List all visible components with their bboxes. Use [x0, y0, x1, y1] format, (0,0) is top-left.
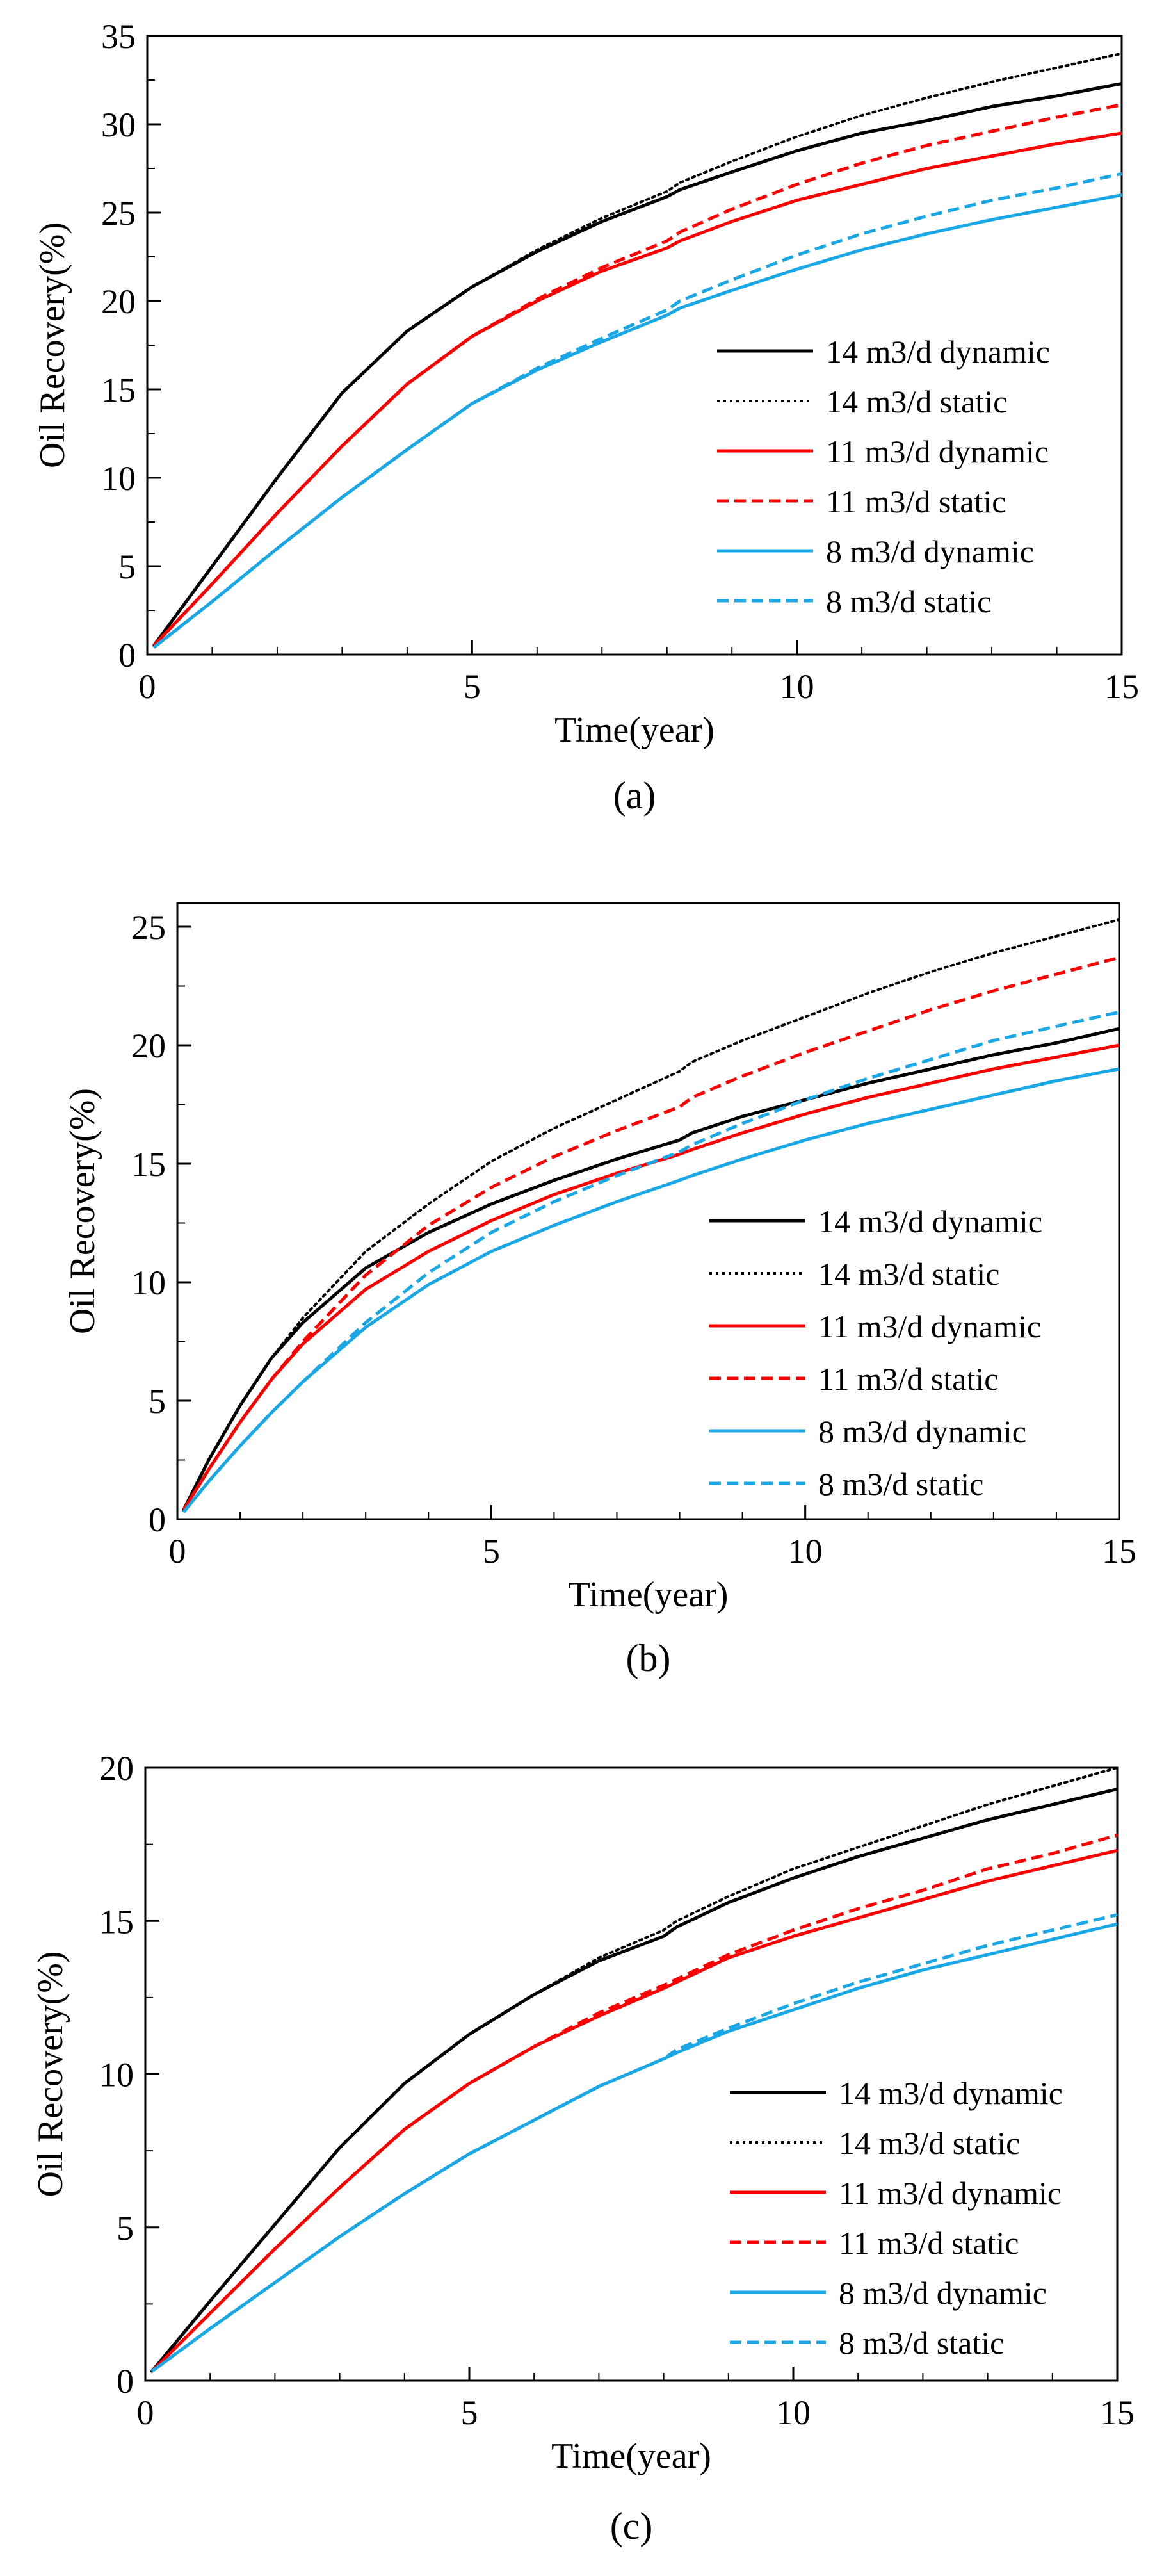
- y-tick-label: 0: [118, 636, 136, 674]
- x-tick-label: 0: [139, 667, 156, 706]
- panel-caption: (b): [626, 1637, 671, 1679]
- y-tick-label: 25: [131, 908, 166, 947]
- x-tick-label: 15: [1104, 667, 1139, 706]
- x-tick-label: 10: [780, 667, 814, 706]
- series-line-11-static: [150, 1833, 1118, 2373]
- y-tick-label: 10: [99, 2056, 134, 2094]
- y-tick-label: 20: [101, 282, 136, 321]
- x-tick-label: 15: [1102, 1532, 1136, 1570]
- y-tick-label: 0: [117, 2362, 134, 2401]
- chart-panel-a: 0 5 10 15 20 25 30 35 0 5 10 15 Time(year) Oil Recove…: [33, 17, 1139, 817]
- y-tick-label: 35: [101, 17, 136, 56]
- x-tick-label: 10: [776, 2393, 811, 2432]
- legend-label-11-static: 11 m3/d static: [826, 484, 1006, 519]
- chart-panel-c: 0 5 10 15 20 0 5 10 15 Time(year) Oil Recovery(%) 1…: [31, 1749, 1135, 2547]
- panel-caption: (a): [613, 774, 656, 817]
- x-tick-label: 15: [1100, 2393, 1135, 2432]
- series-line-8-static: [182, 1010, 1120, 1513]
- legend-label-14-dynamic: 14 m3/d dynamic: [818, 1203, 1042, 1239]
- legend-label-11-static: 11 m3/d static: [818, 1361, 998, 1397]
- legend: 14 m3/d dynamic 14 m3/d static 11 m3/d dyn…: [717, 334, 1050, 619]
- legend-label-14-static: 14 m3/d static: [839, 2125, 1020, 2161]
- legend-label-14-dynamic: 14 m3/d dynamic: [839, 2075, 1063, 2111]
- y-axis-label: Oil Recovery(%): [33, 222, 72, 468]
- x-tick-label: 10: [788, 1532, 823, 1570]
- legend-label-14-static: 14 m3/d static: [826, 384, 1007, 420]
- series-line-14-static: [182, 918, 1120, 1512]
- y-tick-label: 10: [101, 459, 136, 498]
- legend-label-8-static: 8 m3/d static: [839, 2325, 1004, 2361]
- y-tick-label: 5: [117, 2209, 134, 2247]
- legend-label-14-static: 14 m3/d static: [818, 1256, 999, 1292]
- legend-label-8-static: 8 m3/d static: [826, 583, 991, 619]
- x-axis-label: Time(year): [554, 710, 715, 750]
- y-tick-label: 10: [131, 1264, 166, 1302]
- series-line-14-dynamic: [152, 82, 1122, 647]
- series-line-8-static: [150, 1913, 1118, 2373]
- chart-panel-b: 0 5 10 15 20 25 0 5 10 15 Time(year) Oil Recovery(%…: [63, 902, 1136, 1679]
- series-line-11-static: [152, 103, 1122, 647]
- series-line-14-static: [152, 52, 1123, 648]
- series-line-11-static: [182, 956, 1120, 1511]
- x-tick-label: 5: [464, 667, 481, 706]
- y-tick-label: 5: [118, 548, 136, 586]
- legend-label-11-dynamic: 11 m3/d dynamic: [826, 434, 1049, 469]
- legend-label-11-dynamic: 11 m3/d dynamic: [818, 1308, 1041, 1344]
- y-tick-label: 20: [131, 1027, 166, 1065]
- plot-frame: [176, 902, 1120, 1520]
- legend-label-11-static: 11 m3/d static: [839, 2225, 1019, 2261]
- legend-label-14-dynamic: 14 m3/d dynamic: [826, 334, 1050, 370]
- x-axis-label: Time(year): [569, 1575, 729, 1615]
- legend-label-8-dynamic: 8 m3/d dynamic: [826, 534, 1034, 569]
- series-line-8-dynamic: [182, 1067, 1120, 1513]
- y-axis-label: Oil Recovery(%): [63, 1088, 102, 1334]
- legend-label-8-dynamic: 8 m3/d dynamic: [818, 1414, 1026, 1449]
- series-line-14-static: [150, 1766, 1119, 2373]
- y-tick-label: 30: [101, 106, 136, 144]
- y-tick-label: 15: [131, 1145, 166, 1184]
- legend-label-8-static: 8 m3/d static: [818, 1466, 983, 1502]
- panel-caption: (c): [610, 2505, 653, 2547]
- legend-label-8-dynamic: 8 m3/d dynamic: [839, 2275, 1047, 2311]
- series-line-8-dynamic: [152, 193, 1122, 649]
- x-axis-label: Time(year): [551, 2436, 711, 2476]
- y-axis-label: Oil Recovery(%): [31, 1951, 70, 2197]
- legend-label-11-dynamic: 11 m3/d dynamic: [839, 2175, 1062, 2211]
- y-tick-label: 20: [99, 1749, 134, 1788]
- y-tick-label: 5: [149, 1382, 166, 1421]
- legend: 14 m3/d dynamic 14 m3/d static 11 m3/d dyn…: [709, 1203, 1042, 1502]
- y-tick-label: 25: [101, 194, 136, 232]
- y-tick-label: 15: [99, 1902, 134, 1941]
- y-tick-label: 0: [149, 1501, 166, 1539]
- x-tick-label: 0: [137, 2393, 154, 2432]
- y-tick-label: 15: [101, 371, 136, 409]
- x-tick-label: 0: [169, 1532, 186, 1570]
- series-line-8-static: [152, 172, 1122, 649]
- series-line-8-dynamic: [150, 1922, 1118, 2373]
- x-tick-label: 5: [461, 2393, 478, 2432]
- x-tick-label: 5: [483, 1532, 500, 1570]
- legend: 14 m3/d dynamic 14 m3/d static 11 m3/d dyn…: [730, 2075, 1063, 2361]
